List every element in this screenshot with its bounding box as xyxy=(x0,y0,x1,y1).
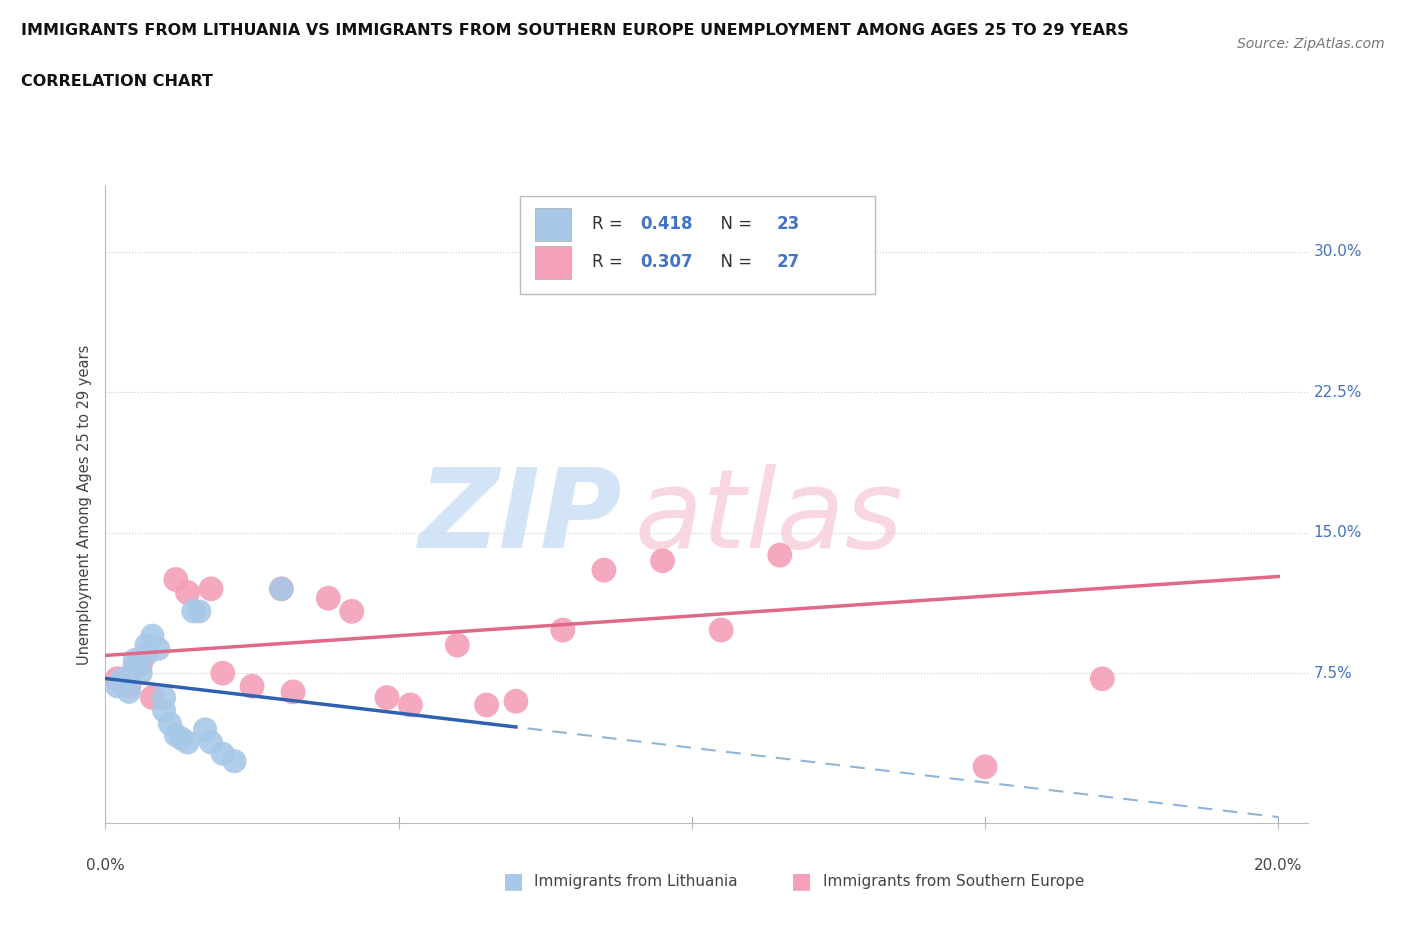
Text: 15.0%: 15.0% xyxy=(1313,525,1362,540)
Text: N =: N = xyxy=(710,254,758,272)
Point xyxy=(211,746,233,761)
Point xyxy=(105,679,128,694)
Text: N =: N = xyxy=(710,215,758,233)
Text: Source: ZipAtlas.com: Source: ZipAtlas.com xyxy=(1237,37,1385,51)
Point xyxy=(593,563,616,578)
Text: R =: R = xyxy=(592,215,628,233)
Bar xyxy=(534,207,571,241)
Point xyxy=(159,716,181,731)
Point xyxy=(188,604,211,618)
Text: 20.0%: 20.0% xyxy=(1254,858,1302,873)
Text: 7.5%: 7.5% xyxy=(1313,666,1353,681)
Point xyxy=(118,684,141,699)
FancyBboxPatch shape xyxy=(520,195,875,294)
Point xyxy=(505,694,527,709)
Point xyxy=(153,703,176,718)
Point xyxy=(211,666,233,681)
Point xyxy=(797,259,820,274)
Point xyxy=(165,727,187,742)
Point xyxy=(240,679,263,694)
Point xyxy=(153,690,176,705)
Text: 23: 23 xyxy=(776,215,800,233)
Point xyxy=(170,731,193,746)
Text: ■: ■ xyxy=(503,871,523,892)
Point xyxy=(141,690,163,705)
Text: 0.418: 0.418 xyxy=(640,215,693,233)
Point xyxy=(375,690,398,705)
Point xyxy=(316,591,339,605)
Point xyxy=(124,660,146,675)
Point xyxy=(176,585,198,600)
Point xyxy=(124,660,146,675)
Point xyxy=(183,604,205,618)
Text: Immigrants from Lithuania: Immigrants from Lithuania xyxy=(534,874,738,889)
Point xyxy=(224,754,246,769)
Point xyxy=(551,622,574,637)
Point xyxy=(399,698,422,712)
Point xyxy=(281,684,304,699)
Point xyxy=(340,604,363,618)
Point xyxy=(124,653,146,668)
Y-axis label: Unemployment Among Ages 25 to 29 years: Unemployment Among Ages 25 to 29 years xyxy=(76,344,91,665)
Point xyxy=(194,722,217,737)
Text: ZIP: ZIP xyxy=(419,464,623,571)
Point xyxy=(270,581,292,596)
Point xyxy=(129,666,152,681)
Point xyxy=(200,581,222,596)
Text: 30.0%: 30.0% xyxy=(1313,244,1362,259)
Point xyxy=(129,657,152,671)
Point xyxy=(148,642,170,657)
Text: 27: 27 xyxy=(776,254,800,272)
Point xyxy=(1091,671,1114,686)
Point xyxy=(105,671,128,686)
Point xyxy=(135,638,157,653)
Point xyxy=(651,553,673,568)
Point xyxy=(200,735,222,750)
Text: 22.5%: 22.5% xyxy=(1313,385,1362,400)
Point xyxy=(710,622,733,637)
Point xyxy=(112,671,135,686)
Text: CORRELATION CHART: CORRELATION CHART xyxy=(21,74,212,89)
Bar xyxy=(534,246,571,279)
Text: Immigrants from Southern Europe: Immigrants from Southern Europe xyxy=(823,874,1084,889)
Text: 0.307: 0.307 xyxy=(640,254,693,272)
Point xyxy=(118,679,141,694)
Point xyxy=(176,735,198,750)
Text: IMMIGRANTS FROM LITHUANIA VS IMMIGRANTS FROM SOUTHERN EUROPE UNEMPLOYMENT AMONG : IMMIGRANTS FROM LITHUANIA VS IMMIGRANTS … xyxy=(21,23,1129,38)
Point xyxy=(141,629,163,644)
Text: atlas: atlas xyxy=(634,464,903,571)
Text: R =: R = xyxy=(592,254,628,272)
Point xyxy=(475,698,498,712)
Point xyxy=(165,572,187,587)
Point xyxy=(270,581,292,596)
Point xyxy=(974,760,997,775)
Point xyxy=(135,647,157,662)
Point xyxy=(446,638,468,653)
Point xyxy=(769,548,792,563)
Text: ■: ■ xyxy=(792,871,811,892)
Text: 0.0%: 0.0% xyxy=(86,858,125,873)
